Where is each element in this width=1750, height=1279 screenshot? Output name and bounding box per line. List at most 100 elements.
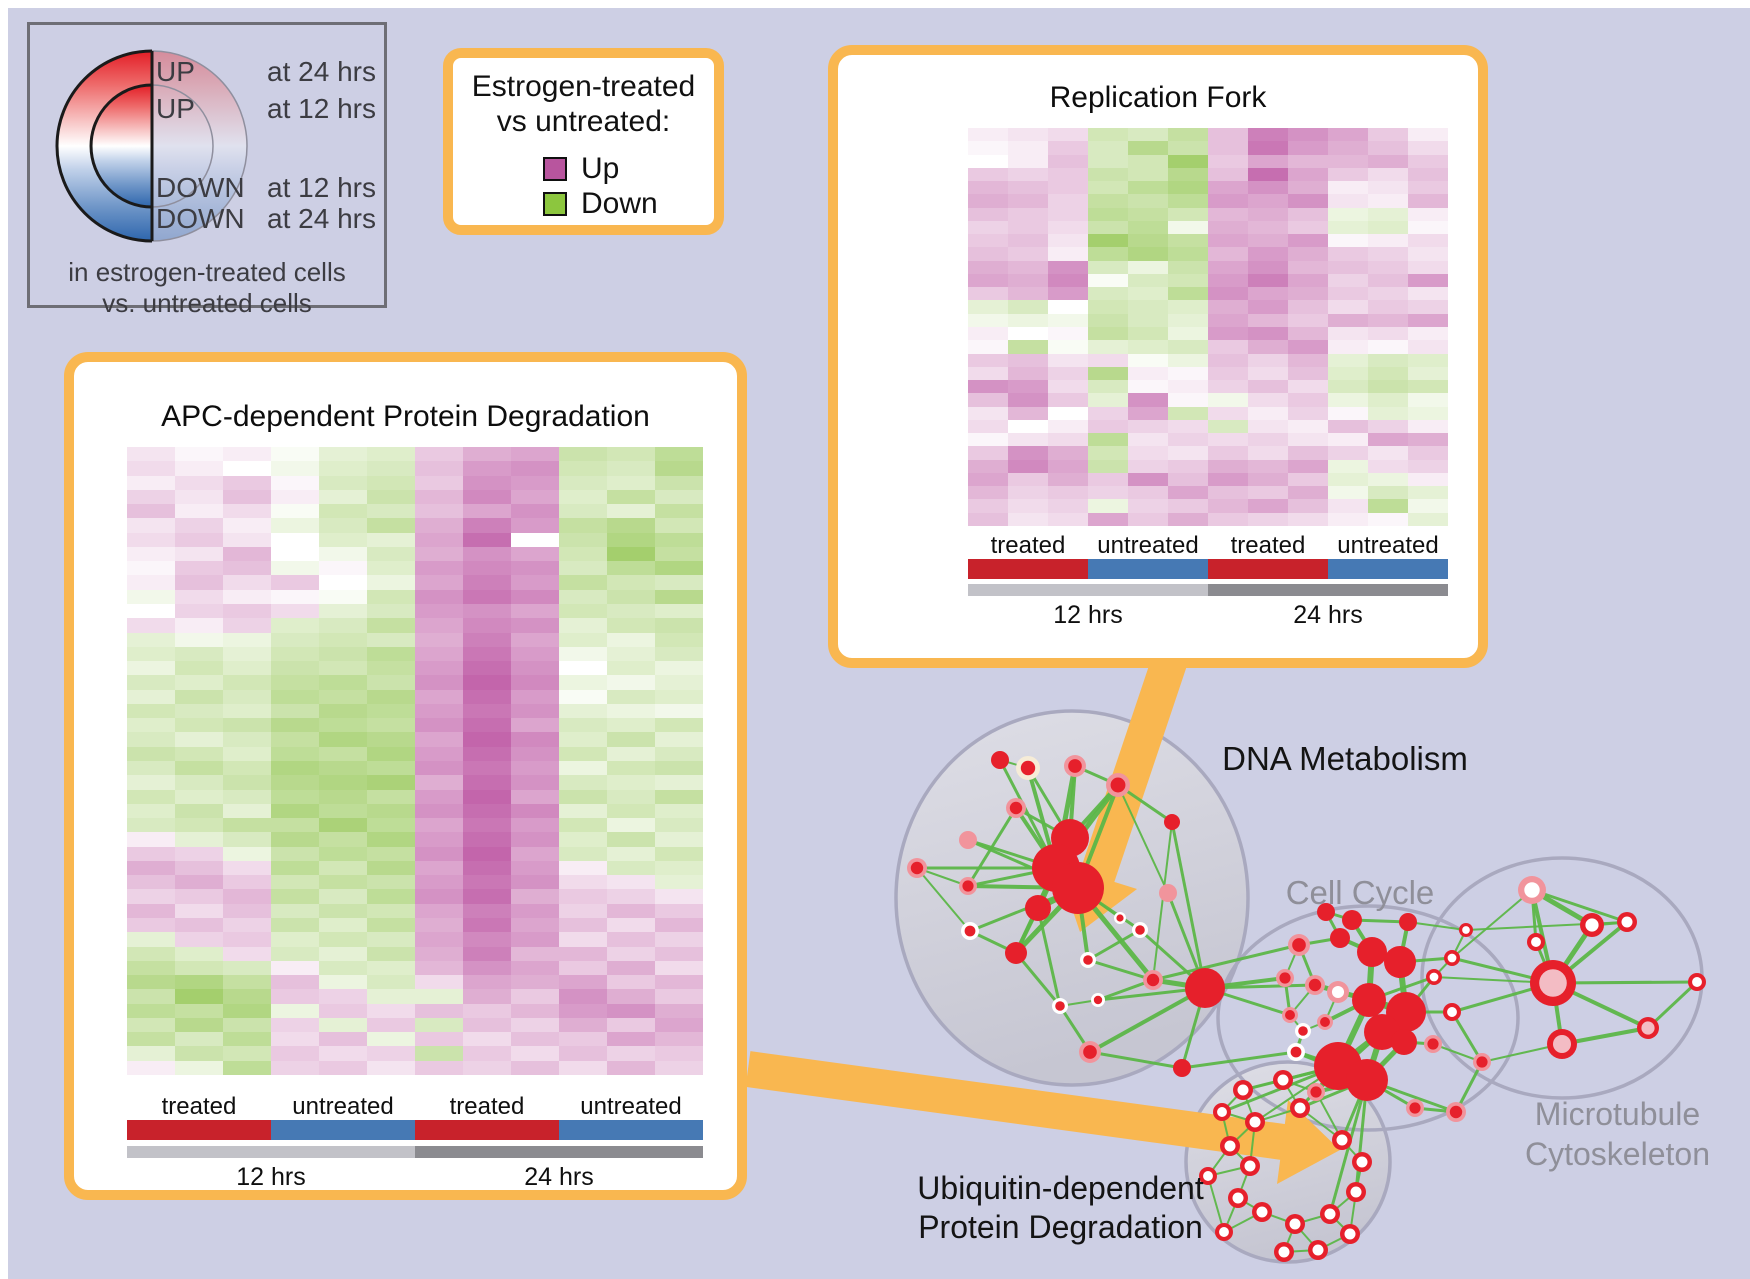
heatmap-cell [367,461,415,476]
estrogen-legend-box: Estrogen-treated vs untreated: Up Down [443,48,724,235]
network-node-core [1020,760,1036,776]
heatmap-cell [559,903,607,918]
heatmap-cell [415,1032,463,1047]
heatmap-cell [511,917,559,933]
heatmap-cell [559,703,607,719]
heatmap-cell [1168,486,1208,500]
heatmap-cell [1328,313,1368,327]
heatmap-cell [319,1003,367,1018]
cluster-label-line: Ubiquitin-dependent [917,1170,1204,1206]
heatmap-cell [559,932,607,947]
network-node [1352,983,1386,1017]
heatmap-cell [223,532,271,547]
heatmap-cell [1088,472,1128,487]
heatmap-cell [1408,234,1448,248]
heatmap-cell [1128,128,1168,142]
heatmap-cell [463,846,511,861]
heatmap-cell [1168,167,1208,182]
heatmap-cell [463,875,511,890]
heatmap-cell [1248,512,1288,526]
heatmap-cell [1048,419,1088,434]
heatmap-cell [319,960,367,976]
cluster-label-microtubule-cytoskeleton: Microtubule Cytoskeleton [1495,1094,1740,1174]
heatmap-cell [1328,154,1368,168]
heatmap-cell [1128,167,1168,182]
heatmap-cell [559,489,607,505]
heatmap-cell [1008,181,1048,195]
heatmap-cell [1128,433,1168,447]
heatmap-cell [559,917,607,933]
heatmap-cell [175,989,223,1004]
untreated-bar-segment [1328,559,1448,579]
heatmap-cell [511,932,559,947]
treated-bar-segment [415,1120,559,1140]
heatmap-cell [1328,207,1368,221]
heatmap-cell [319,475,367,490]
updown-circle-diagram [55,49,248,243]
heatmap-cell [1128,512,1168,526]
heatmap-cell [319,675,367,690]
heatmap-cell [1208,393,1248,407]
heatmap-cell [1168,353,1208,367]
heatmap-cell [319,1046,367,1061]
heatmap-cell [367,504,415,519]
heatmap-cell [319,603,367,619]
heatmap-cell [1368,194,1408,208]
heatmap-cell [607,989,655,1004]
heatmap-cell [1128,406,1168,420]
network-edge [1014,952,1062,1007]
heatmap-cell [463,832,511,847]
heatmap-cell [1208,380,1248,394]
rf-treatment-bar [968,559,1448,579]
heatmap-cell [1008,433,1048,447]
heatmap-cell [1208,141,1248,155]
heatmap-cell [127,803,175,819]
heatmap-cell [1368,353,1408,367]
heatmap-cell [415,789,463,804]
heatmap-cell [271,832,319,847]
network-node-core [1279,972,1291,984]
heatmap-cell [1168,181,1208,195]
heatmap-cell [559,661,607,676]
network-node-core [1278,1246,1290,1258]
heatmap-cell [319,732,367,747]
network-edge [1181,1050,1297,1070]
heatmap-cell [655,975,703,990]
heatmap-cell [607,1060,655,1075]
heatmap-cell [127,760,175,776]
heatmap-cell [1328,486,1368,500]
heatmap-cell [271,989,319,1004]
heatmap-cell [1408,406,1448,420]
treated-bar-segment [127,1120,271,1140]
network-node [1364,1014,1400,1050]
heatmap-cell [1288,181,1328,195]
heatmap-cell [1368,406,1408,420]
heatmap-cell [607,561,655,576]
heatmap-cell [1128,287,1168,301]
network-node-core [1116,914,1124,922]
heatmap-cell [319,646,367,662]
heatmap-cell [223,818,271,833]
heatmap-cell [1248,128,1288,142]
network-edge [1117,784,1169,894]
heatmap-cell [655,447,703,462]
heatmap-cell [1168,141,1208,155]
heatmap-cell [1208,313,1248,327]
heatmap-cell [127,946,175,961]
heatmap-cell [511,646,559,662]
key-up-12-label: UP [156,93,195,124]
network-node-core [1249,1116,1261,1128]
heatmap-cell [271,1060,319,1075]
network-node [1330,928,1350,948]
heatmap-cell [1368,380,1408,394]
heatmap-cell [271,546,319,562]
heatmap-cell [319,932,367,947]
heatmap-cell [415,760,463,776]
heatmap-cell [223,860,271,876]
heatmap-cell [271,675,319,690]
heatmap-cell [511,889,559,904]
heatmap-cell [175,575,223,590]
network-node-core [1429,972,1439,982]
heatmap-cell [1168,419,1208,434]
heatmap-cell [1048,234,1088,248]
